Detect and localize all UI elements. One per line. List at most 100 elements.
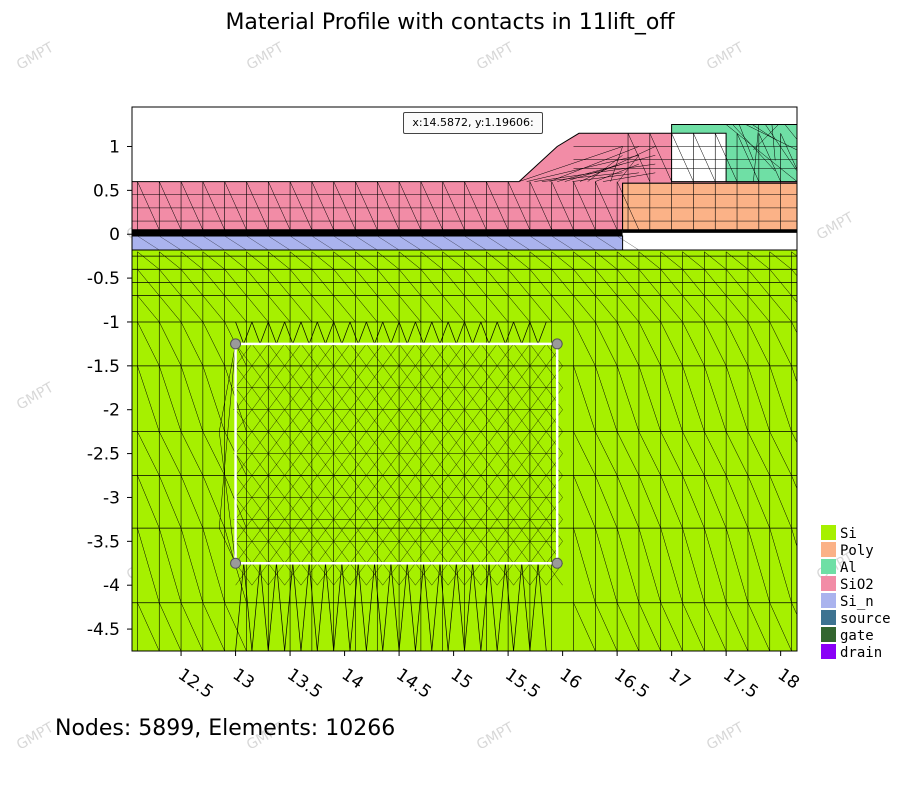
mesh-line xyxy=(704,431,727,476)
mesh-line xyxy=(464,181,487,230)
mesh-line xyxy=(546,497,563,520)
mesh-line xyxy=(251,365,269,388)
mesh-line xyxy=(382,387,400,410)
mesh-line xyxy=(268,541,285,564)
selection-handle[interactable] xyxy=(230,557,242,569)
mesh-line xyxy=(224,602,247,651)
mesh-line xyxy=(791,269,797,277)
selection-rectangle[interactable] xyxy=(234,342,559,565)
mesh-line xyxy=(268,343,285,366)
mesh-line xyxy=(382,431,400,454)
mesh-line xyxy=(333,235,356,251)
mesh-line xyxy=(420,295,443,323)
mesh-line xyxy=(341,321,351,345)
mesh-line xyxy=(573,475,596,529)
mesh-line xyxy=(529,181,552,230)
legend-swatch-si xyxy=(821,525,836,540)
y-tick-label: -1.5 xyxy=(87,357,120,377)
mesh-line xyxy=(682,321,705,366)
y-tick-label: -0.5 xyxy=(87,269,120,289)
selection-handle[interactable] xyxy=(551,557,563,569)
mesh-line xyxy=(455,563,465,651)
mesh-line xyxy=(513,365,531,388)
selection-box[interactable] xyxy=(230,338,563,569)
mesh-line xyxy=(180,528,204,603)
selection-handle[interactable] xyxy=(551,338,563,350)
mesh-line xyxy=(284,321,294,345)
mesh-line xyxy=(660,251,683,270)
mesh-line xyxy=(415,519,432,542)
mesh-line xyxy=(180,431,204,476)
mesh-line xyxy=(268,431,285,454)
mesh-line xyxy=(472,321,482,345)
mesh-line xyxy=(374,563,384,651)
gate-oxide-line xyxy=(132,229,623,236)
mesh-line xyxy=(243,563,253,651)
mesh-line xyxy=(357,563,367,651)
mesh-line xyxy=(308,321,318,345)
selection-handle[interactable] xyxy=(230,338,242,350)
mesh-line xyxy=(415,453,432,476)
mesh-line xyxy=(529,519,547,542)
mesh-line xyxy=(382,453,400,476)
mesh-line xyxy=(382,497,400,520)
mesh-line xyxy=(235,365,253,388)
mesh-line xyxy=(431,497,449,520)
mesh-line xyxy=(546,365,563,388)
mesh-line xyxy=(235,431,253,454)
mesh-line xyxy=(480,563,490,651)
mesh-line xyxy=(202,235,225,251)
mesh-line xyxy=(137,528,160,603)
mesh-line xyxy=(497,541,514,564)
mesh-line xyxy=(268,519,285,542)
mesh-line xyxy=(377,251,400,270)
mesh-line xyxy=(551,295,574,323)
mesh-line xyxy=(325,321,335,345)
mesh-line xyxy=(752,124,776,140)
x-tick-label: 15.5 xyxy=(501,665,543,703)
mesh-line xyxy=(349,563,367,586)
mesh-line xyxy=(415,343,432,366)
y-tick-label: 0 xyxy=(109,225,120,245)
mesh-line xyxy=(349,343,367,366)
x-tick-label: 16.5 xyxy=(610,665,652,703)
mesh-line xyxy=(289,181,313,230)
mesh-line xyxy=(505,321,514,345)
mesh-line xyxy=(529,321,539,345)
mesh-line xyxy=(541,172,623,182)
mesh-line xyxy=(682,431,705,476)
mesh-line xyxy=(442,251,465,270)
mesh-line xyxy=(442,235,465,251)
mesh-line xyxy=(725,295,749,323)
mesh-line xyxy=(235,475,253,498)
mesh-line xyxy=(276,321,285,345)
mesh-line xyxy=(268,475,285,498)
mesh-line xyxy=(464,563,482,586)
legend-label-al: Al xyxy=(840,560,857,576)
mesh-line xyxy=(224,235,247,251)
legend-swatch-poly xyxy=(821,542,836,557)
mesh-line xyxy=(546,409,563,432)
mesh-line xyxy=(497,497,514,520)
mesh-line xyxy=(480,431,498,454)
mesh-line xyxy=(366,409,383,432)
x-tick-label: 14 xyxy=(338,665,367,694)
mesh-line xyxy=(311,235,334,251)
mesh-line xyxy=(366,475,383,498)
mesh-line xyxy=(159,295,182,323)
y-axis-ticks: 1 0.5 0 -0.5 -1 -1.5 -2 -2.5 -3 -3.5 -4 -4.5 xyxy=(87,137,132,640)
mesh-line xyxy=(399,235,421,251)
mesh-line xyxy=(507,251,531,270)
mesh-line xyxy=(534,163,656,182)
mesh-line xyxy=(235,519,253,542)
mesh-line xyxy=(715,133,738,182)
mesh-line xyxy=(180,295,204,323)
mesh-line xyxy=(235,563,253,586)
mesh-line xyxy=(317,475,334,498)
mesh-line xyxy=(638,251,661,270)
mesh-line xyxy=(235,409,253,432)
mesh-line xyxy=(595,235,618,251)
mesh-line xyxy=(447,563,457,651)
